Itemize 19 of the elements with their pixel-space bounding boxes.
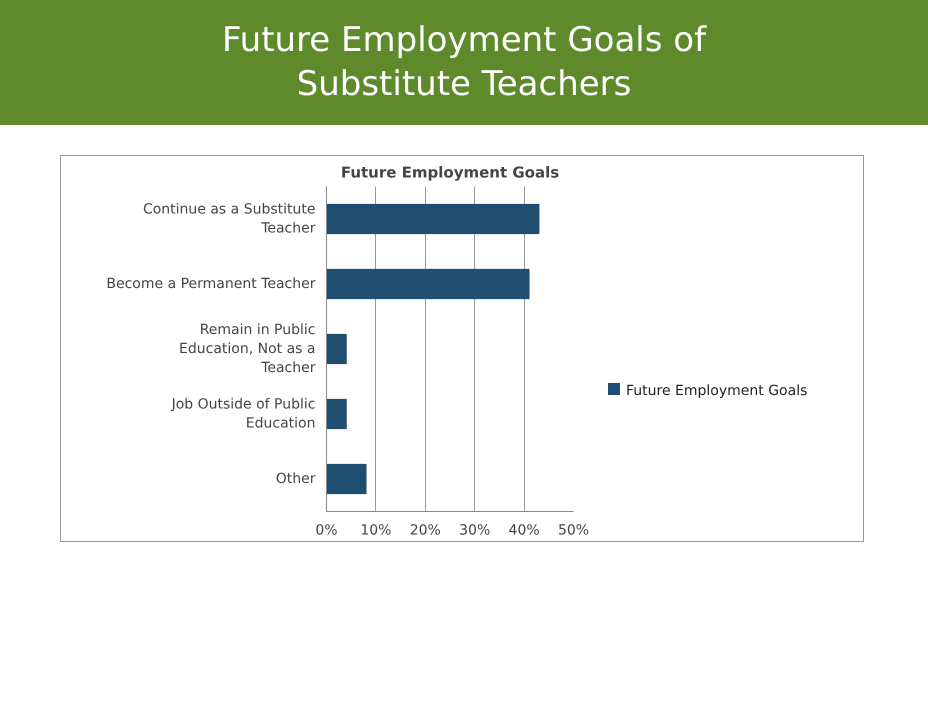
chart-title: Future Employment Goals of Substitute Teachers: [220, 19, 708, 106]
x-tick-label: 40%: [508, 522, 540, 538]
x-tick-label: 10%: [360, 522, 392, 538]
x-tick-label: 30%: [459, 522, 490, 538]
bar: [326, 464, 367, 494]
bar: [326, 334, 347, 364]
x-tick-label: 50%: [558, 522, 590, 538]
bar: [326, 204, 540, 234]
bar: [326, 268, 530, 300]
y-tick-label: Job Outside of Public Education: [170, 396, 316, 432]
y-tick-label: Become a Permanent Teacher: [106, 276, 316, 292]
y-tick-label: Other: [276, 471, 316, 487]
chart-subtitle: Future Employment Goals: [340, 164, 560, 182]
x-tick-label: 20%: [410, 522, 441, 538]
bar: [326, 398, 347, 430]
legend-label: Future Employment Goals: [625, 382, 808, 401]
y-tick-label: Remain in Public Education, Not as a Teacher: [179, 322, 316, 376]
x-tick-label: 0%: [315, 522, 338, 538]
y-tick-label: Continue as a Substitute Teacher: [142, 201, 316, 237]
